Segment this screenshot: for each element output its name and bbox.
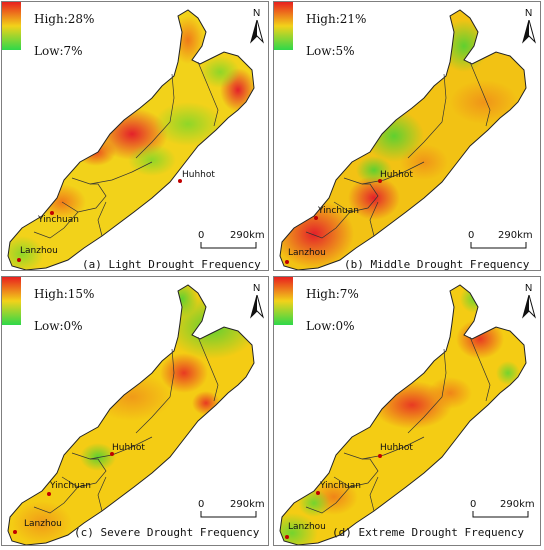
scale-zero-label: 0 xyxy=(470,499,477,510)
legend-high-label: High:28% xyxy=(34,12,95,26)
map-severe-drought xyxy=(7,284,255,545)
legend-low-label: Low:7% xyxy=(34,44,83,58)
city-label-lanzhou: Lanzhou xyxy=(20,246,58,256)
city-dot-lanzhou xyxy=(285,535,289,539)
city-label-lanzhou: Lanzhou xyxy=(288,248,326,258)
north-arrow: N xyxy=(521,283,537,319)
north-arrow-icon xyxy=(250,295,264,319)
north-label: N xyxy=(525,283,533,294)
map-extreme-drought xyxy=(279,284,527,545)
scale-distance-label: 290km xyxy=(230,499,265,510)
legend-high-label: High:15% xyxy=(34,287,95,301)
city-dot-huhhot xyxy=(110,452,114,456)
city-label-huhhot: Huhhot xyxy=(380,443,413,453)
region-outline xyxy=(7,284,255,545)
scale-bar-line xyxy=(200,242,257,249)
panel-severe-drought: High:15% Low:0% N Huhhot Yinchuan Lanzho… xyxy=(1,276,269,546)
city-dot-yinchuan xyxy=(47,492,51,496)
city-dot-yinchuan xyxy=(314,216,318,220)
city-dot-lanzhou xyxy=(17,258,21,262)
city-dot-yinchuan xyxy=(50,211,54,215)
province-borders xyxy=(33,61,219,239)
legend-low-label: Low:0% xyxy=(34,319,83,333)
province-borders xyxy=(305,336,491,514)
city-dot-huhhot xyxy=(378,454,382,458)
city-dot-yinchuan xyxy=(316,491,320,495)
panel-middle-drought: High:21% Low:5% N Huhhot Yinchuan Lanzho… xyxy=(273,1,541,271)
scale-zero-label: 0 xyxy=(198,230,205,241)
north-arrow-icon xyxy=(522,20,536,44)
legend-high-label: High:21% xyxy=(306,12,367,26)
scale-bar-line xyxy=(472,511,529,518)
legend-color-ramp xyxy=(274,277,293,325)
legend-low-label: Low:0% xyxy=(306,319,355,333)
north-arrow: N xyxy=(249,283,265,319)
city-label-yinchuan: Yinchuan xyxy=(38,215,79,225)
city-dot-lanzhou xyxy=(13,530,17,534)
city-dot-huhhot xyxy=(178,179,182,183)
legend-high-label: High:7% xyxy=(306,287,359,301)
north-label: N xyxy=(253,283,261,294)
city-label-huhhot: Huhhot xyxy=(380,170,413,180)
scale-zero-label: 0 xyxy=(468,230,475,241)
province-borders xyxy=(305,61,491,239)
city-dot-lanzhou xyxy=(285,260,289,264)
scale-distance-label: 290km xyxy=(498,230,533,241)
legend-low-label: Low:5% xyxy=(306,44,355,58)
scale-distance-label: 290km xyxy=(230,230,265,241)
map-light-drought xyxy=(7,9,255,270)
legend-color-ramp xyxy=(2,277,21,325)
panel-caption: (d) Extreme Drought Frequency xyxy=(332,526,525,539)
north-arrow-icon xyxy=(522,295,536,319)
legend-color-ramp xyxy=(2,2,21,50)
region-outline xyxy=(279,284,527,545)
north-label: N xyxy=(253,8,261,19)
panel-light-drought: High:28% Low:7% N Huhhot Yinchuan Lanzho… xyxy=(1,1,269,271)
panel-caption: (c) Severe Drought Frequency xyxy=(74,526,260,539)
city-label-huhhot: Huhhot xyxy=(182,170,215,180)
city-label-yinchuan: Yinchuan xyxy=(320,481,361,491)
scale-bar-line xyxy=(200,511,257,518)
heat-surface xyxy=(8,10,254,270)
city-label-yinchuan: Yinchuan xyxy=(50,481,91,491)
heat-surface xyxy=(8,285,254,545)
city-label-yinchuan: Yinchuan xyxy=(318,206,359,216)
city-label-lanzhou: Lanzhou xyxy=(288,522,326,532)
panel-extreme-drought: High:7% Low:0% N Huhhot Yinchuan Lanzhou… xyxy=(273,276,541,546)
legend-color-ramp xyxy=(274,2,293,50)
city-label-huhhot: Huhhot xyxy=(112,443,145,453)
scale-bar-line xyxy=(470,242,527,249)
north-arrow: N xyxy=(521,8,537,44)
region-outline xyxy=(7,9,255,270)
panel-caption: (a) Light Drought Frequency xyxy=(82,258,261,271)
north-label: N xyxy=(525,8,533,19)
panel-caption: (b) Middle Drought Frequency xyxy=(344,258,530,271)
north-arrow-icon xyxy=(250,20,264,44)
scale-distance-label: 290km xyxy=(500,499,535,510)
city-dot-huhhot xyxy=(378,179,382,183)
scale-zero-label: 0 xyxy=(198,499,205,510)
region-outline xyxy=(279,9,527,270)
north-arrow: N xyxy=(249,8,265,44)
city-label-lanzhou: Lanzhou xyxy=(24,519,62,529)
map-middle-drought xyxy=(279,9,527,270)
